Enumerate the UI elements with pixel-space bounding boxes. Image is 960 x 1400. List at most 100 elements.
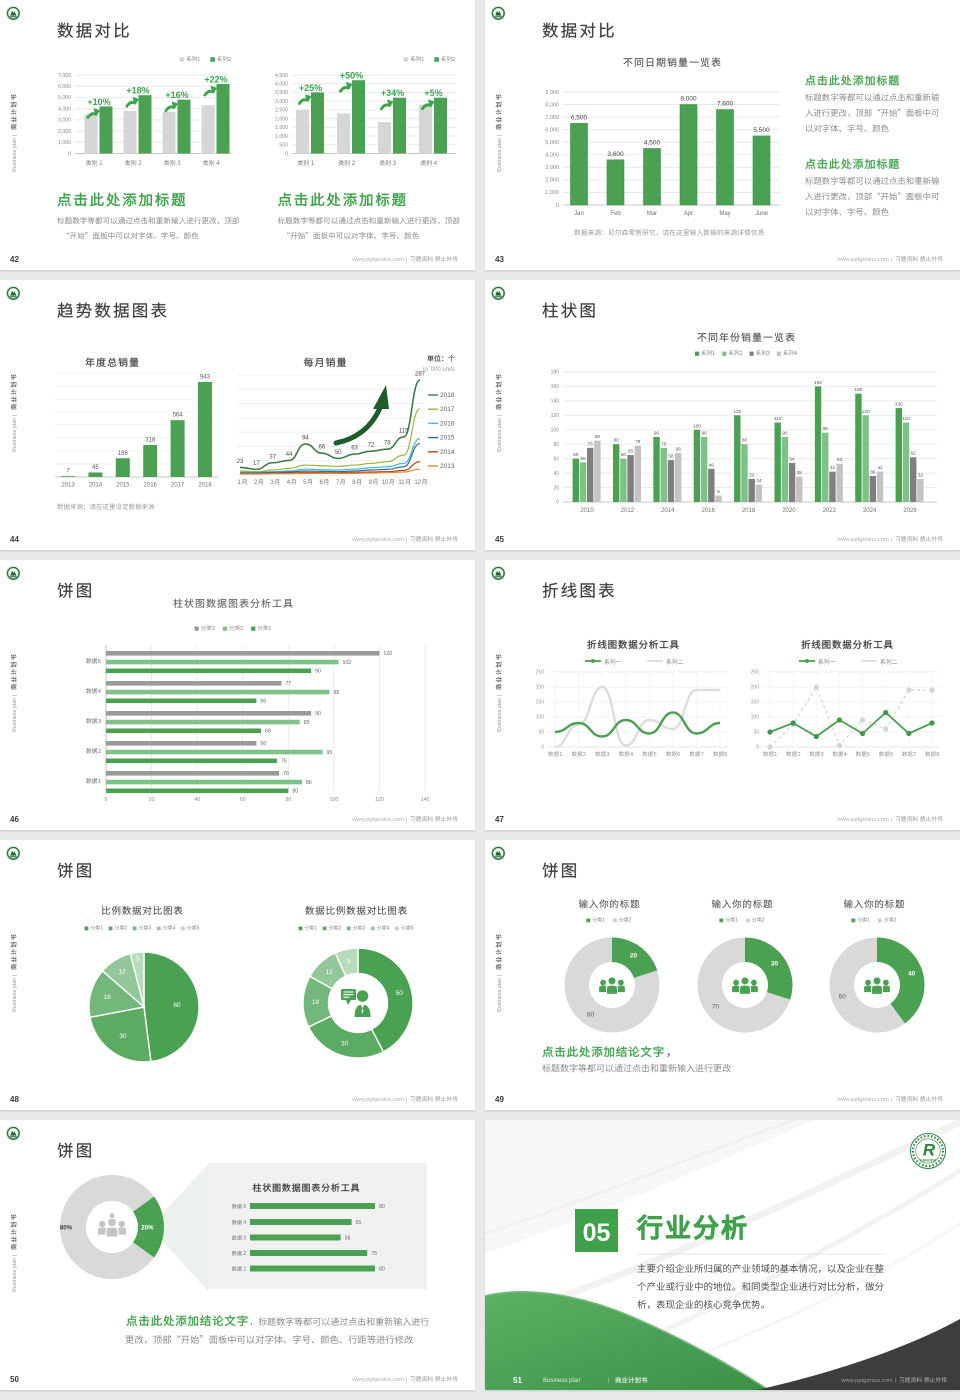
svg-text:Business plan |: Business plan | (12, 695, 18, 732)
svg-text:78: 78 (635, 439, 641, 445)
svg-text:30: 30 (771, 961, 779, 968)
svg-text:17: 17 (253, 461, 260, 467)
svg-text:150: 150 (854, 387, 862, 393)
svg-text:5,500: 5,500 (753, 127, 770, 134)
svg-text:3,000: 3,000 (275, 99, 288, 105)
svg-text:120: 120 (862, 409, 870, 415)
svg-text:1,000: 1,000 (545, 190, 559, 196)
svg-text:564: 564 (173, 413, 184, 419)
svg-text:7: 7 (336, 480, 340, 486)
svg-text:100: 100 (551, 427, 560, 433)
svg-text:58: 58 (668, 454, 674, 460)
svg-text:68: 68 (265, 729, 271, 735)
svg-text:1: 1 (243, 1267, 246, 1273)
svg-text:96: 96 (823, 426, 829, 432)
svg-text:1,000: 1,000 (58, 140, 71, 146)
svg-text:30: 30 (119, 1033, 127, 1040)
svg-text:90: 90 (315, 711, 321, 717)
svg-text:2: 2 (629, 918, 632, 924)
svg-text:2024: 2024 (863, 508, 877, 514)
svg-text:+22%: +22% (204, 74, 227, 84)
svg-text:June: June (755, 211, 769, 217)
svg-text:80%: 80% (60, 1225, 73, 1232)
svg-text:8,000: 8,000 (545, 102, 559, 108)
svg-text:120: 120 (383, 651, 392, 657)
svg-text:4: 4 (844, 752, 847, 758)
svg-text:3: 3 (393, 161, 397, 167)
svg-text:8: 8 (352, 480, 356, 486)
svg-text:4: 4 (216, 161, 220, 167)
svg-text:www.pptgenius.com |: www.pptgenius.com | (351, 817, 407, 823)
svg-text:Apr: Apr (684, 211, 693, 217)
svg-text:2: 2 (739, 351, 742, 357)
svg-text:2,000: 2,000 (58, 129, 71, 135)
svg-text:2: 2 (124, 926, 127, 932)
svg-text:60: 60 (573, 452, 579, 458)
svg-text:4,000: 4,000 (545, 153, 559, 159)
svg-text:+50%: +50% (340, 71, 363, 81)
svg-text:45: 45 (495, 535, 504, 544)
svg-text:6,000: 6,000 (545, 127, 559, 133)
svg-text:2018: 2018 (440, 392, 455, 399)
svg-text:3: 3 (363, 926, 366, 932)
svg-text:80: 80 (285, 797, 291, 803)
svg-text:May: May (719, 211, 730, 217)
svg-text:www.pptgenius.com |: www.pptgenius.com | (840, 1378, 896, 1384)
svg-text:50: 50 (335, 450, 342, 456)
svg-text:160: 160 (551, 384, 560, 390)
svg-text:2014: 2014 (89, 483, 103, 489)
svg-text:90: 90 (315, 669, 321, 675)
svg-text:66: 66 (260, 699, 266, 705)
svg-text:100: 100 (536, 715, 545, 721)
svg-text:150: 150 (536, 700, 545, 706)
svg-text:42: 42 (10, 255, 19, 264)
svg-text:Mar: Mar (647, 211, 657, 217)
svg-text:75: 75 (371, 1251, 377, 1257)
svg-text:60: 60 (839, 993, 847, 1000)
svg-text:100: 100 (693, 423, 701, 429)
svg-text:2016: 2016 (440, 420, 455, 427)
svg-text:Business plan |: Business plan | (497, 135, 503, 172)
svg-text:+16%: +16% (165, 90, 188, 100)
svg-text:1: 1 (100, 926, 103, 932)
svg-text:43: 43 (495, 255, 504, 264)
svg-text:2013: 2013 (440, 463, 455, 470)
svg-text:51: 51 (513, 1376, 522, 1385)
svg-text:66: 66 (318, 445, 325, 451)
svg-text:85: 85 (595, 434, 601, 440)
svg-text:98: 98 (333, 690, 339, 696)
svg-text:2: 2 (894, 918, 897, 924)
svg-text:75: 75 (281, 759, 287, 765)
svg-text:18: 18 (312, 999, 320, 1006)
svg-text:54: 54 (789, 457, 795, 463)
svg-text:1,000: 1,000 (275, 134, 288, 140)
svg-text:0: 0 (68, 151, 71, 157)
svg-text:44: 44 (286, 452, 293, 458)
svg-text:500: 500 (279, 143, 288, 149)
svg-text:2,000: 2,000 (545, 178, 559, 184)
svg-text:110: 110 (902, 416, 910, 422)
svg-text:50: 50 (396, 990, 404, 997)
svg-text:49: 49 (495, 1095, 504, 1104)
svg-text:+10%: +10% (87, 97, 110, 107)
svg-text:2016: 2016 (701, 508, 715, 514)
svg-text:53: 53 (837, 457, 843, 463)
svg-text:2022: 2022 (823, 508, 837, 514)
svg-text:4: 4 (287, 480, 291, 486)
svg-text:+25%: +25% (299, 83, 322, 93)
svg-text:86: 86 (306, 780, 312, 786)
svg-text:9,000: 9,000 (545, 90, 559, 96)
svg-text:120: 120 (733, 409, 741, 415)
svg-text:37: 37 (269, 454, 276, 460)
svg-text:200: 200 (751, 685, 760, 691)
svg-text:0: 0 (556, 203, 559, 209)
svg-text:5,000: 5,000 (545, 140, 559, 146)
svg-text:KANGDA: KANGDA (920, 1159, 937, 1163)
svg-text:1: 1 (197, 57, 200, 63)
svg-text:1,500: 1,500 (275, 125, 288, 131)
svg-text:2015: 2015 (116, 483, 130, 489)
svg-text:5: 5 (243, 1204, 246, 1210)
svg-text:12: 12 (414, 480, 421, 486)
svg-text:2016: 2016 (144, 483, 158, 489)
svg-text:45: 45 (92, 465, 99, 471)
